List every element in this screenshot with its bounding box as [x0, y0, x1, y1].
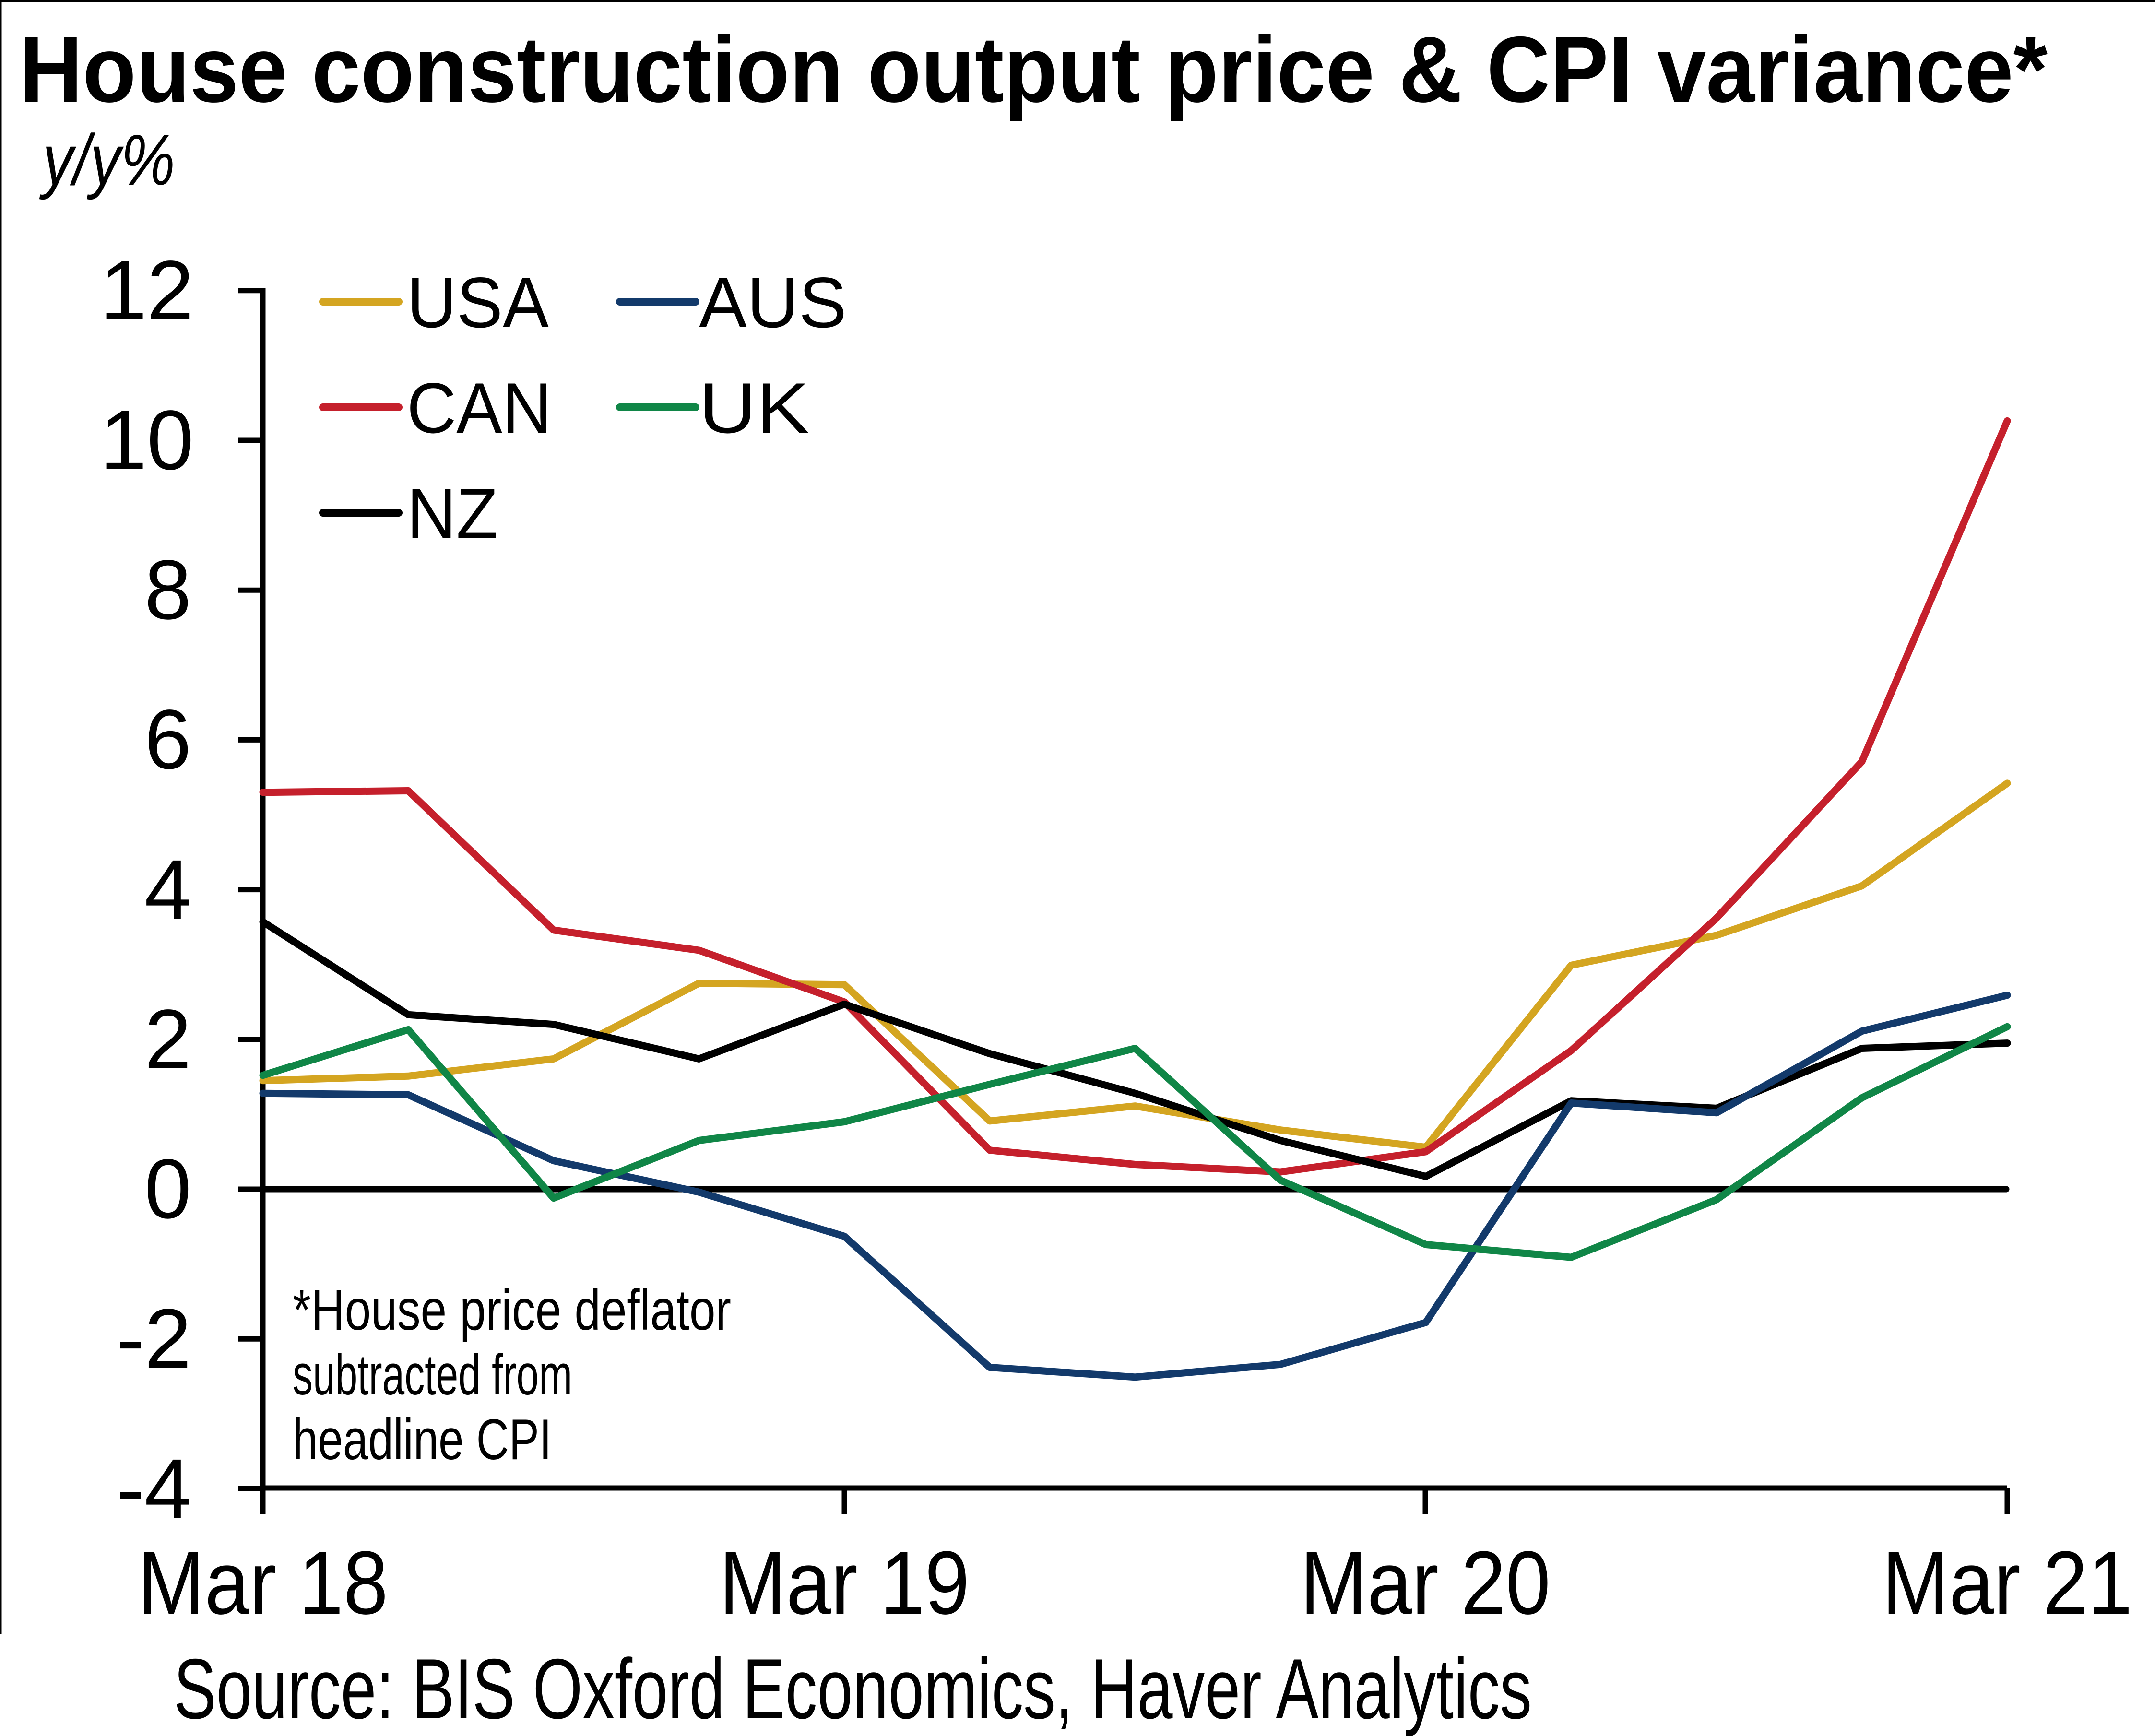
svg-text:NZ: NZ	[407, 473, 498, 554]
svg-text:6: 6	[144, 693, 191, 787]
svg-text:CAN: CAN	[407, 368, 552, 448]
svg-text:Mar 20: Mar 20	[1300, 1533, 1551, 1633]
svg-text:UK: UK	[699, 368, 809, 448]
svg-text:-2: -2	[117, 1292, 192, 1386]
svg-text:*House price deflator: *House price deflator	[293, 1278, 731, 1342]
svg-text:0: 0	[144, 1142, 191, 1236]
svg-text:AUS: AUS	[699, 262, 847, 342]
svg-text:12: 12	[100, 244, 194, 338]
svg-text:y/y%: y/y%	[39, 119, 175, 200]
svg-text:4: 4	[144, 843, 191, 937]
svg-text:Source: BIS Oxford Economics,: Source: BIS Oxford Economics, Haver Anal…	[174, 1641, 1532, 1736]
svg-text:House construction output pric: House construction output price & CPI va…	[19, 17, 2048, 122]
svg-text:2: 2	[144, 992, 191, 1086]
svg-text:-4: -4	[117, 1442, 192, 1536]
svg-text:10: 10	[100, 393, 194, 487]
svg-text:8: 8	[144, 543, 191, 637]
svg-text:Mar 18: Mar 18	[138, 1533, 388, 1633]
svg-text:headline CPI: headline CPI	[293, 1407, 552, 1472]
svg-text:subtracted from: subtracted from	[293, 1343, 572, 1407]
svg-text:Mar 21: Mar 21	[1882, 1533, 2132, 1633]
svg-text:Mar 19: Mar 19	[719, 1533, 970, 1633]
svg-text:USA: USA	[407, 262, 549, 342]
